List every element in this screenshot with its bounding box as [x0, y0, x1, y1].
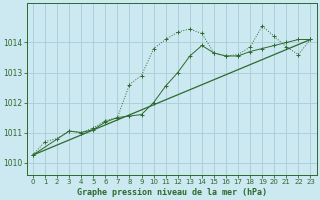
X-axis label: Graphe pression niveau de la mer (hPa): Graphe pression niveau de la mer (hPa) [77, 188, 267, 197]
